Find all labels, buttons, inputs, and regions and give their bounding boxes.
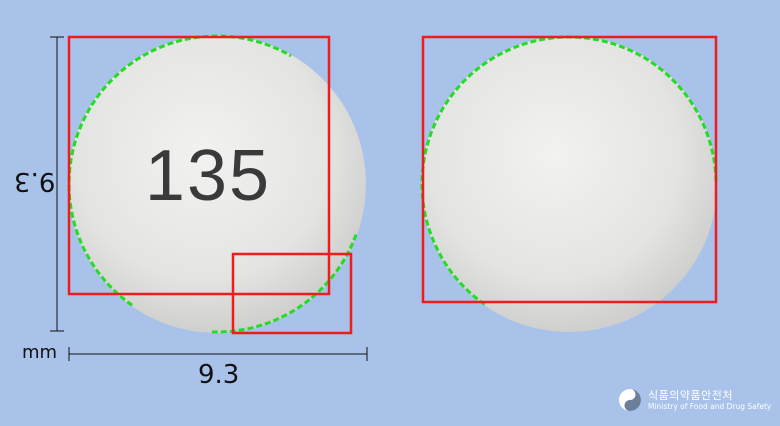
mfds-emblem-icon [619, 389, 641, 411]
pill-back [421, 36, 717, 332]
contour-back-upper [420, 35, 718, 306]
pill-front: 135 [68, 35, 366, 333]
bbox-front-main [67, 35, 331, 296]
unit-label: mm [22, 342, 58, 363]
pill-front-body [68, 35, 366, 333]
pill-back-body [421, 36, 717, 332]
bbox-front-corner [231, 252, 353, 335]
pill-imprint: 135 [145, 136, 271, 216]
dimension-vertical [50, 36, 64, 332]
bbox-back-main [421, 35, 718, 304]
mfds-english-name: Ministry of Food and Drug Safety [648, 402, 772, 411]
height-label: 9.3 [14, 166, 56, 196]
mfds-korean-name: 식품의약품안전처 [648, 389, 733, 402]
width-label: 9.3 [198, 360, 240, 390]
bounding-boxes [67, 35, 718, 335]
contour-front-lower [211, 234, 358, 334]
mfds-logo-block: 식품의약품안전처 Ministry of Food and Drug Safet… [618, 386, 772, 416]
dimension-horizontal [68, 347, 368, 361]
